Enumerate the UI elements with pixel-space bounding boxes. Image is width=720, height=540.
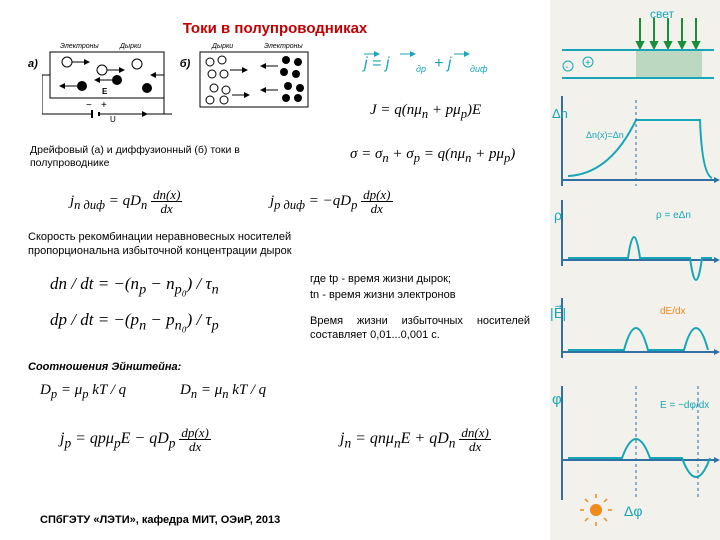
- fig-a-label: а): [28, 58, 38, 70]
- figure-caption: Дрейфовый (а) и диффузионный (б) токи в …: [30, 144, 280, 170]
- svg-text:-: -: [565, 62, 568, 73]
- fig-a-E: E: [102, 87, 108, 96]
- eq-Dp: Dp = μp kT / q: [40, 382, 126, 402]
- svg-text:ρ: ρ: [554, 207, 562, 223]
- eq-dpdt: dp / dt = −(pn − pn₀) / τp: [50, 310, 219, 334]
- minus-sign: −: [86, 100, 92, 111]
- svg-text:+ j: + j: [434, 55, 452, 72]
- figure-b: Дырки Электроны: [194, 40, 314, 125]
- eq-j-drift: J = q(nμn + pμp)E: [370, 102, 481, 122]
- lifetime-text: Время жизни избыточных носителей составл…: [310, 314, 530, 343]
- svg-text:др: др: [416, 64, 426, 74]
- eq-jndiff: jn диф = qDn dn(x) dx: [70, 188, 182, 215]
- svg-text:Δn: Δn: [552, 106, 568, 121]
- figure-a: Электроны Дырки E − + U: [42, 40, 172, 125]
- eq-hand-top: j = j др + j диф: [358, 50, 518, 81]
- page-title: Токи в полупроводниках: [0, 20, 550, 37]
- svg-text:ρ = eΔn: ρ = eΔn: [656, 210, 691, 221]
- eq-jp: jp = qpμpE − qDp dp(x) dx: [60, 426, 211, 453]
- einstein-label: Соотношения Эйнштейна:: [28, 360, 181, 374]
- recomb-text: Скорость рекомбинации неравновесных носи…: [28, 230, 328, 259]
- svg-text:φ: φ: [552, 391, 562, 408]
- svg-text:|E⃗|: |E⃗|: [550, 304, 566, 321]
- svg-text:dE/dx: dE/dx: [660, 306, 686, 317]
- sidebar-svg: свет - + Δn Δn(x)=Δn ρ ρ = eΔn |E⃗: [550, 0, 720, 540]
- eq-jpdiff: jp диф = −qDp dp(x) dx: [270, 188, 393, 215]
- fig-b-label: б): [180, 58, 190, 70]
- svg-text:Δφ: Δφ: [624, 503, 642, 519]
- plus-sign: +: [101, 100, 107, 111]
- where-tp: где tp - время жизни дырок;: [310, 272, 451, 286]
- eq-dndt: dn / dt = −(np − np₀) / τn: [50, 274, 219, 298]
- where-tn: tn - время жизни электронов: [310, 288, 456, 302]
- eq-Dn: Dn = μn kT / q: [180, 382, 266, 402]
- svg-text:+: +: [585, 58, 591, 69]
- svg-text:j = j: j = j: [362, 55, 390, 72]
- fig-a-top2: Дырки: [119, 43, 141, 50]
- fig-b-top2: Электроны: [264, 43, 303, 50]
- eq-sigma: σ = σn + σp = q(nμn + pμp): [350, 146, 515, 166]
- fig-b-top1: Дырки: [211, 43, 233, 50]
- svg-text:E = −dφ/dx: E = −dφ/dx: [660, 400, 709, 411]
- fig-a-U: U: [110, 115, 116, 124]
- footer: СПбГЭТУ «ЛЭТИ», кафедра МИТ, ОЭиР, 2013: [40, 514, 280, 526]
- svg-text:диф: диф: [470, 64, 488, 74]
- fig-a-top1: Электроны: [60, 43, 99, 50]
- figure-row: а) Электроны Дырки E − + U б) Дырки: [28, 40, 314, 125]
- eq-jn: jn = qnμnE + qDn dn(x) dx: [340, 426, 491, 453]
- sidebar-plots: свет - + Δn Δn(x)=Δn ρ ρ = eΔn |E⃗: [550, 0, 720, 540]
- svg-text:Δn(x)=Δn: Δn(x)=Δn: [586, 130, 624, 140]
